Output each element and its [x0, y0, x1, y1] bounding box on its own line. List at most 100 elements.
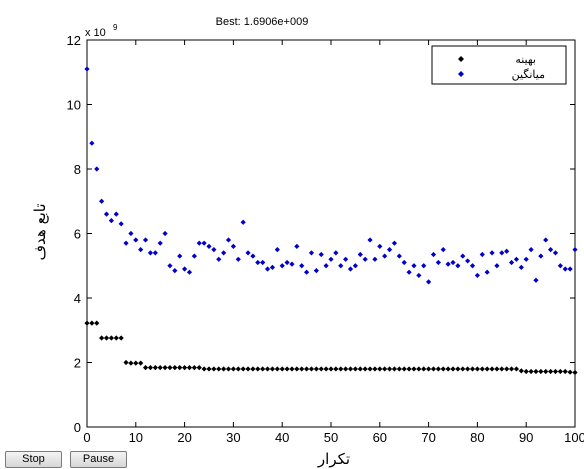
stop-button[interactable]: Stop [5, 451, 62, 468]
data-point [557, 263, 563, 269]
x-tick-label: 90 [519, 430, 533, 445]
data-point [299, 263, 305, 269]
data-point [299, 366, 305, 372]
data-point [313, 267, 319, 274]
data-point [572, 369, 578, 376]
data-point [279, 366, 285, 372]
data-point [401, 259, 407, 266]
data-point [523, 368, 529, 375]
exponent-power: 9 [113, 23, 118, 32]
data-point [343, 366, 349, 372]
data-point [250, 253, 256, 259]
data-point [123, 359, 129, 366]
data-point [255, 259, 261, 266]
data-point [347, 266, 354, 272]
data-point [352, 366, 358, 372]
data-point [118, 221, 124, 227]
data-point [308, 250, 315, 256]
data-point [99, 335, 105, 341]
legend-label-best: بهینه [515, 54, 536, 66]
data-point [548, 247, 554, 253]
data-point [172, 365, 178, 371]
data-point [382, 253, 388, 259]
data-point [294, 366, 300, 372]
data-point [406, 366, 412, 372]
legend-box [431, 45, 567, 85]
data-point [133, 237, 139, 243]
data-point [357, 251, 363, 258]
legend-label-mean: میانگین [512, 68, 546, 81]
data-point [494, 366, 500, 372]
data-point [562, 266, 568, 272]
data-point [230, 243, 236, 250]
data-point [147, 365, 154, 371]
data-point [260, 259, 266, 266]
data-point [406, 269, 412, 275]
data-point [172, 267, 178, 274]
legend: بهینه میانگین [431, 45, 567, 85]
data-point [455, 263, 461, 269]
data-point [489, 250, 495, 256]
data-point [396, 366, 402, 372]
y-tick-label: 10 [67, 98, 81, 113]
data-point [391, 240, 398, 246]
legend-marker-best [458, 56, 464, 62]
data-point [367, 237, 373, 243]
data-point [177, 253, 183, 259]
data-point [469, 366, 476, 372]
data-point [377, 243, 383, 250]
data-point [177, 365, 183, 371]
x-tick-label: 40 [275, 430, 289, 445]
x-tick-label: 100 [564, 430, 584, 445]
pause-button[interactable]: Pause [70, 451, 127, 468]
chart-title: Best: 1.6906e+009 [216, 16, 309, 28]
data-point [357, 366, 363, 372]
data-point [99, 198, 105, 204]
data-point [89, 320, 95, 326]
data-point [260, 366, 266, 372]
data-point [333, 366, 339, 372]
data-point [538, 368, 544, 375]
data-point [333, 250, 339, 256]
data-point [84, 320, 90, 326]
data-point [445, 366, 451, 372]
data-point [386, 247, 393, 253]
data-point [308, 366, 315, 372]
data-point [362, 256, 368, 262]
x-tick-label: 10 [129, 430, 143, 445]
data-point [548, 368, 554, 375]
data-point [240, 366, 246, 372]
data-point [264, 366, 271, 372]
data-point [118, 335, 124, 341]
data-point [182, 266, 188, 272]
data-point [186, 269, 193, 275]
data-point [508, 366, 515, 372]
data-point [216, 366, 222, 372]
data-point [528, 368, 534, 375]
data-point [240, 219, 246, 225]
data-point [338, 263, 344, 269]
data-series [84, 66, 578, 376]
data-point [567, 266, 573, 272]
y-tick-label: 0 [74, 420, 81, 435]
data-point [552, 368, 559, 375]
data-point [191, 253, 197, 259]
exponent-label: x 10 [85, 27, 106, 39]
data-point [182, 365, 188, 371]
plot-area [86, 39, 576, 428]
x-tick-label: 80 [470, 430, 484, 445]
data-point [323, 263, 329, 269]
data-point [426, 366, 432, 372]
data-point [489, 366, 495, 372]
data-point [391, 366, 398, 372]
data-point [484, 366, 490, 372]
data-point [372, 366, 378, 372]
data-point [186, 365, 193, 371]
data-point [89, 140, 95, 146]
data-point [572, 247, 578, 253]
x-tick-label: 50 [324, 430, 338, 445]
data-point [538, 253, 544, 259]
data-point [245, 250, 251, 256]
data-point [264, 266, 271, 272]
